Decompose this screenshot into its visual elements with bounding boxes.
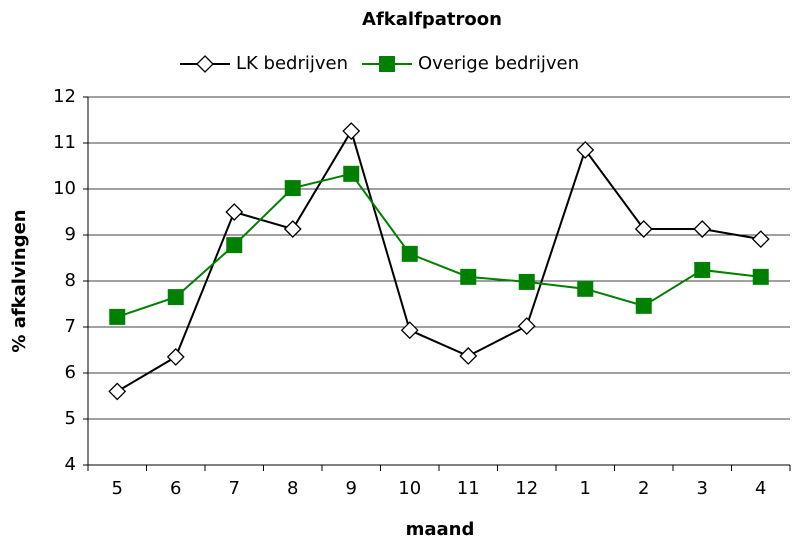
data-point	[166, 347, 185, 366]
data-point	[635, 297, 652, 314]
y-tick-label: 11	[53, 132, 76, 153]
y-tick-label: 9	[65, 224, 76, 245]
y-tick-label: 7	[65, 316, 76, 337]
x-tick-label: 7	[229, 478, 240, 499]
data-point	[694, 261, 711, 278]
data-point	[576, 140, 595, 159]
data-point	[459, 347, 478, 365]
data-point	[460, 268, 477, 285]
data-point	[577, 280, 594, 297]
data-point	[693, 220, 712, 238]
x-tick-label: 4	[755, 478, 766, 499]
data-point	[108, 382, 127, 401]
data-point	[225, 203, 244, 221]
series-line	[116, 172, 761, 318]
x-tick-label: 3	[697, 478, 708, 499]
data-point	[284, 180, 301, 197]
y-axis-label: % afkalvingen	[9, 209, 30, 352]
y-tick-label: 4	[65, 454, 76, 475]
y-tick-label: 5	[65, 408, 76, 429]
y-tick-label: 6	[65, 362, 76, 383]
data-point	[342, 122, 361, 140]
data-point	[343, 165, 360, 182]
data-point	[751, 230, 770, 249]
x-tick-label: 6	[170, 478, 181, 499]
data-point	[400, 321, 419, 340]
data-point	[226, 237, 243, 254]
data-point	[283, 220, 302, 238]
x-tick-label: 5	[112, 478, 123, 499]
x-axis-label: maand	[406, 519, 475, 540]
data-point	[517, 317, 536, 335]
series-line	[116, 128, 761, 393]
data-point	[167, 289, 184, 306]
data-point	[634, 220, 653, 238]
data-point	[752, 268, 769, 285]
x-tick-label: 12	[515, 478, 538, 499]
legend-label: Overige bedrijven	[418, 53, 579, 74]
y-tick-label: 8	[65, 270, 76, 291]
x-tick-label: 9	[346, 478, 357, 499]
x-tick-label: 8	[287, 478, 298, 499]
legend-marker	[196, 55, 214, 73]
data-point	[518, 273, 535, 290]
x-tick-label: 2	[638, 478, 649, 499]
x-tick-label: 1	[580, 478, 591, 499]
legend-label: LK bedrijven	[236, 53, 348, 74]
data-point	[109, 308, 126, 325]
x-tick-label: 10	[398, 478, 421, 499]
data-point	[401, 245, 418, 262]
legend-marker	[379, 56, 395, 72]
x-tick-label: 11	[457, 478, 480, 499]
y-tick-label: 10	[53, 178, 76, 199]
y-tick-label: 12	[53, 86, 76, 107]
chart-title: Afkalfpatroon	[362, 9, 502, 30]
